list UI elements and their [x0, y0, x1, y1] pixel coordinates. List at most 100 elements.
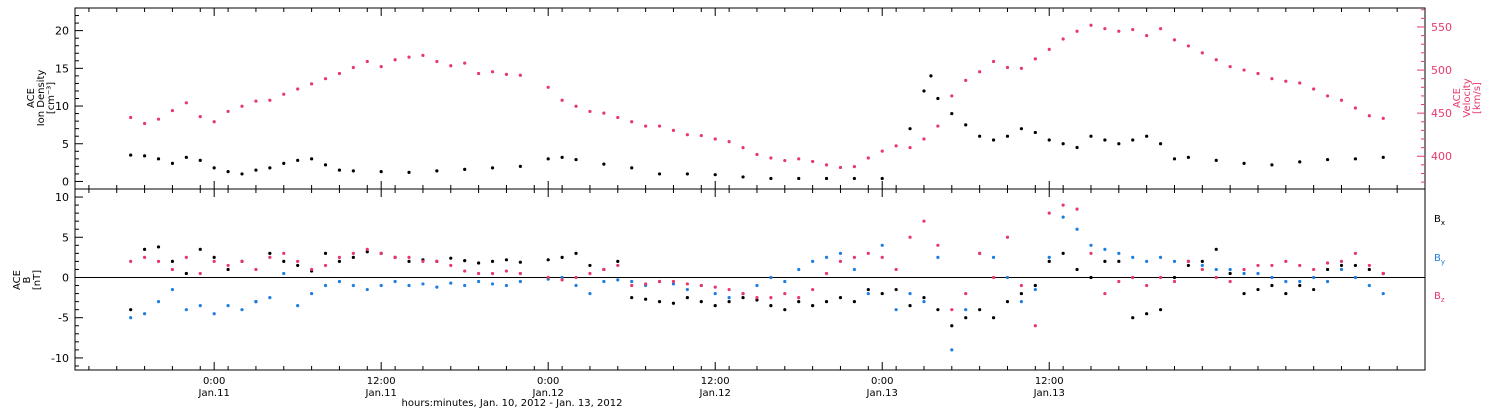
density-point	[602, 162, 606, 166]
bx-point	[1367, 267, 1371, 272]
bx-point	[449, 256, 453, 260]
velocity-point	[1339, 98, 1344, 102]
velocity-tick-label: 500	[1431, 64, 1452, 77]
b-axis: -10 -5 0 5 10	[51, 191, 83, 367]
by-point	[463, 283, 467, 288]
bz-point	[184, 255, 188, 259]
bz-point	[866, 251, 870, 255]
density-point	[1270, 163, 1274, 167]
density-point	[574, 157, 578, 162]
velocity-point	[811, 159, 815, 164]
by-point	[1005, 275, 1010, 280]
bz-point	[1103, 291, 1107, 296]
density-point	[657, 172, 662, 176]
bz-point	[713, 285, 717, 289]
density-point	[490, 166, 495, 170]
density-point	[908, 127, 912, 131]
velocity-point	[351, 65, 355, 70]
by-point	[1256, 271, 1260, 276]
b-axis-label-line2: B	[22, 276, 33, 283]
density-point	[309, 157, 314, 161]
density-point	[1019, 127, 1023, 131]
velocity-point	[755, 152, 759, 157]
density-point	[1325, 157, 1330, 162]
velocity-point	[1200, 51, 1204, 55]
velocity-point	[936, 124, 940, 128]
bx-point	[922, 296, 926, 300]
density-point	[797, 176, 801, 181]
by-point	[156, 300, 161, 304]
velocity-point	[435, 59, 439, 64]
velocity-point	[713, 137, 717, 141]
density-point	[922, 89, 926, 93]
by-point	[1214, 267, 1218, 272]
bz-point	[268, 255, 272, 259]
by-point	[1172, 259, 1177, 263]
b-tick-label: 5	[62, 231, 69, 244]
bx-point	[1325, 267, 1330, 272]
by-point	[922, 300, 926, 304]
velocity-point	[1145, 33, 1149, 38]
bz-point	[1145, 283, 1149, 288]
bx-point	[769, 304, 773, 308]
bz-point	[936, 243, 940, 247]
bx-point	[644, 297, 648, 301]
velocity-point	[783, 158, 787, 163]
by-point	[727, 296, 731, 300]
density-tick-label: 0	[62, 175, 69, 188]
velocity-tick-label: 400	[1431, 150, 1452, 163]
bx-point	[964, 316, 968, 320]
density-axis-label-line1: ACE	[26, 88, 37, 108]
velocity-point	[991, 59, 996, 64]
bx-point	[908, 304, 912, 308]
density-point	[435, 169, 439, 173]
bz-point	[1075, 207, 1079, 211]
velocity-point	[894, 144, 898, 148]
bx-point	[212, 255, 216, 259]
bz-point	[741, 291, 745, 296]
density-point	[1353, 157, 1358, 161]
b-tick-label: 0	[62, 271, 69, 284]
density-point	[1214, 158, 1218, 162]
velocity-point	[282, 92, 286, 96]
bx-point	[880, 291, 884, 296]
bz-point	[323, 263, 328, 268]
bz-point	[226, 263, 230, 268]
by-point	[1325, 279, 1330, 284]
velocity-axis-label-line1: ACE	[1452, 88, 1463, 108]
velocity-point	[337, 71, 342, 76]
date-tick-label: Jan.12	[532, 388, 564, 399]
velocity-point	[296, 87, 300, 91]
velocity-point	[1367, 114, 1371, 118]
density-point	[1381, 155, 1385, 159]
by-point	[1312, 275, 1316, 280]
bz-point	[198, 271, 202, 276]
density-point	[240, 172, 244, 176]
by-point	[755, 283, 759, 288]
bx-point	[1298, 283, 1302, 288]
bz-point	[908, 235, 912, 239]
velocity-point	[769, 156, 773, 160]
density-axis-label-line3: [cm⁻³]	[46, 82, 57, 114]
bx-point	[323, 251, 328, 255]
velocity-point	[365, 59, 369, 64]
bx-point	[866, 287, 870, 292]
density-point	[1186, 155, 1191, 159]
bx-point	[727, 300, 731, 304]
date-tick-label: Jan.11	[198, 388, 230, 399]
time-tick-label: 12:00	[701, 376, 730, 387]
velocity-point	[1228, 65, 1232, 69]
bz-point	[504, 269, 509, 273]
velocity-point	[964, 78, 968, 82]
bx-point	[1339, 263, 1344, 268]
bz-point	[1019, 283, 1023, 288]
velocity-point	[490, 70, 495, 74]
time-axis: 0:00Jan.1112:00Jan.110:00Jan.1212:00Jan.…	[88, 8, 1398, 399]
density-point	[1047, 138, 1051, 142]
by-point	[379, 283, 383, 288]
by-point	[838, 251, 843, 255]
b-legend: Bx By Bz	[1434, 214, 1445, 304]
by-point	[1145, 259, 1149, 263]
velocity-point	[950, 94, 954, 98]
density-point	[852, 176, 856, 181]
